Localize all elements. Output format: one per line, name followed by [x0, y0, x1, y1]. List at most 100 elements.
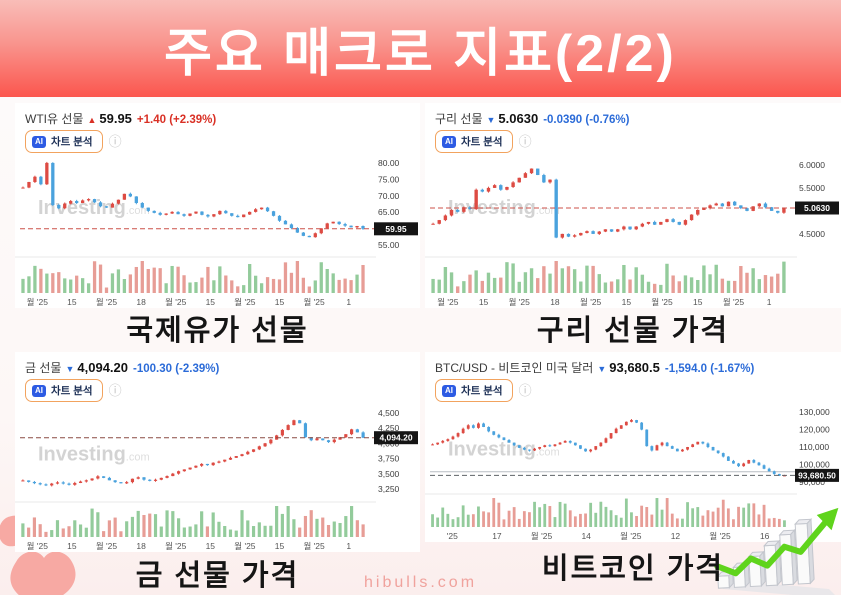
ai-chart-analysis-button[interactable]: AI 차트 분석	[25, 379, 103, 402]
svg-text:15: 15	[693, 297, 703, 307]
instrument-name: BTC/USD - 비트코인 미국 달러	[435, 361, 594, 375]
instrument-name: WTI유 선물	[25, 112, 84, 126]
caption-oil: 국제유가 선물	[126, 315, 309, 347]
ai-icon: AI	[442, 384, 456, 397]
svg-text:18: 18	[550, 297, 560, 307]
instrument-header: WTI유 선물 ▲ 59.95 +1.40 (+2.39%)	[25, 110, 216, 127]
info-icon[interactable]: ⓘ	[108, 134, 122, 149]
svg-text:1: 1	[767, 297, 772, 307]
price-down-icon: ▼	[597, 364, 607, 374]
chart-panel-wti: WTI유 선물 ▲ 59.95 +1.40 (+2.39%) AI 차트 분석 ⓘ I…	[15, 103, 420, 308]
info-icon[interactable]: ⓘ	[108, 383, 122, 398]
candlestick-svg[interactable]: Investing.com 130,000 120,000 110,000 100,00…	[425, 404, 841, 542]
svg-text:59.95: 59.95	[385, 224, 407, 234]
svg-text:15: 15	[479, 297, 489, 307]
price-up-icon: ▲	[87, 115, 97, 125]
svg-text:4.5000: 4.5000	[799, 229, 825, 239]
price-change: -0.0390 (-0.76%)	[543, 114, 630, 126]
svg-text:월 '25: 월 '25	[27, 541, 49, 551]
site-footer: hibulls.com	[363, 574, 478, 591]
svg-text:1: 1	[346, 297, 351, 307]
svg-text:93,680.50: 93,680.50	[798, 470, 836, 480]
svg-text:월 '25: 월 '25	[620, 531, 642, 541]
svg-text:6.0000: 6.0000	[799, 160, 825, 170]
svg-text:120,000: 120,000	[799, 425, 830, 435]
instrument-header: 금 선물 ▼ 4,094.20 -100.30 (-2.39%)	[25, 359, 219, 376]
candlestick-svg[interactable]: Investing.com4,5004,2504,0003,7503,5003,…	[15, 404, 420, 552]
svg-text:15: 15	[275, 541, 285, 551]
instrument-header: BTC/USD - 비트코인 미국 달러 ▼ 93,680.5 -1,594.0 (-…	[435, 359, 754, 376]
svg-text:5.5000: 5.5000	[799, 183, 825, 193]
chart-panel-copper: 구리 선물 ▼ 5.0630 -0.0390 (-0.76%) AI 차트 분석 ⓘ …	[425, 103, 841, 308]
caption-bitcoin: 비트코인 가격	[541, 553, 725, 585]
svg-text:월 '25: 월 '25	[531, 531, 553, 541]
chart-panel-btc: BTC/USD - 비트코인 미국 달러 ▼ 93,680.5 -1,594.0 (-…	[425, 352, 841, 542]
svg-text:Investing.com: Investing.com	[448, 439, 560, 461]
svg-text:3,250: 3,250	[378, 484, 400, 494]
svg-text:월 '25: 월 '25	[709, 531, 731, 541]
svg-text:월 '25: 월 '25	[580, 297, 602, 307]
svg-text:12: 12	[671, 531, 681, 541]
price-down-icon: ▼	[486, 115, 496, 125]
svg-text:80.00: 80.00	[378, 158, 400, 168]
ai-button-label: 차트 분석	[461, 136, 503, 148]
ai-chart-analysis-button[interactable]: AI 차트 분석	[25, 130, 103, 153]
growth-chart-graphic	[714, 507, 839, 595]
last-price: 59.95	[99, 111, 132, 126]
svg-text:15: 15	[67, 541, 77, 551]
svg-text:70.00: 70.00	[378, 191, 400, 201]
svg-text:월 '25: 월 '25	[96, 541, 118, 551]
price-change: -100.30 (-2.39%)	[133, 363, 220, 375]
price-change: +1.40 (+2.39%)	[136, 114, 217, 126]
svg-text:월 '25: 월 '25	[165, 541, 187, 551]
title-banner: 주요 매크로 지표(2/2)	[0, 0, 841, 97]
candlestick-chart-gold[interactable]: Investing.com4,5004,2504,0003,7503,5003,…	[15, 404, 420, 552]
svg-text:월 '25: 월 '25	[303, 541, 325, 551]
svg-text:110,000: 110,000	[799, 442, 829, 452]
info-icon[interactable]: ⓘ	[518, 134, 532, 149]
ai-chart-analysis-button[interactable]: AI 차트 분석	[435, 130, 513, 153]
svg-text:3,500: 3,500	[378, 469, 400, 479]
svg-text:월 '25: 월 '25	[234, 541, 256, 551]
svg-text:15: 15	[275, 297, 285, 307]
info-icon[interactable]: ⓘ	[518, 383, 532, 398]
svg-text:65.00: 65.00	[378, 207, 400, 217]
chart-panel-gold: 금 선물 ▼ 4,094.20 -100.30 (-2.39%) AI 차트 분석 ⓘ…	[15, 352, 420, 552]
svg-text:월 '25: 월 '25	[651, 297, 673, 307]
price-down-icon: ▼	[65, 364, 75, 374]
svg-text:14: 14	[581, 531, 591, 541]
candlestick-chart-btc[interactable]: Investing.com 130,000 120,000 110,000 100,00…	[425, 404, 841, 542]
price-change: -1,594.0 (-1.67%)	[664, 363, 755, 375]
svg-text:15: 15	[622, 297, 632, 307]
candlestick-chart-copper[interactable]: Investing.com 6.0000 5.5000 4.5000 5.0630 월 '…	[425, 155, 841, 308]
svg-text:월 '25: 월 '25	[303, 297, 325, 307]
svg-text:Investing.com: Investing.com	[38, 197, 150, 219]
last-price: 5.0630	[498, 111, 539, 126]
svg-text:4,250: 4,250	[378, 423, 400, 433]
ai-chart-analysis-button[interactable]: AI 차트 분석	[435, 379, 513, 402]
svg-text:17: 17	[492, 531, 502, 541]
candlestick-svg[interactable]: Investing.com 80.00 75.00 70.00 65.00 55.00 59…	[15, 155, 420, 308]
svg-text:16: 16	[760, 531, 770, 541]
svg-text:75.00: 75.00	[378, 174, 400, 184]
ai-button-label: 차트 분석	[51, 385, 93, 397]
svg-text:월 '25: 월 '25	[165, 297, 187, 307]
instrument-name: 금 선물	[25, 361, 62, 375]
svg-text:18: 18	[136, 541, 146, 551]
svg-text:1: 1	[346, 541, 351, 551]
svg-text:15: 15	[67, 297, 77, 307]
svg-text:3,750: 3,750	[378, 454, 400, 464]
svg-text:130,000: 130,000	[799, 407, 830, 417]
svg-text:4,500: 4,500	[378, 408, 400, 418]
svg-text:월 '25: 월 '25	[723, 297, 745, 307]
page-title: 주요 매크로 지표(2/2)	[164, 25, 677, 83]
instrument-header: 구리 선물 ▼ 5.0630 -0.0390 (-0.76%)	[435, 110, 629, 127]
svg-text:월 '25: 월 '25	[27, 297, 49, 307]
svg-text:Investing.com: Investing.com	[38, 443, 150, 465]
svg-text:18: 18	[136, 297, 146, 307]
candlestick-chart-wti[interactable]: Investing.com 80.00 75.00 70.00 65.00 55.00 59…	[15, 155, 420, 308]
ai-button-label: 차트 분석	[461, 385, 503, 397]
svg-text:월 '25: 월 '25	[509, 297, 531, 307]
